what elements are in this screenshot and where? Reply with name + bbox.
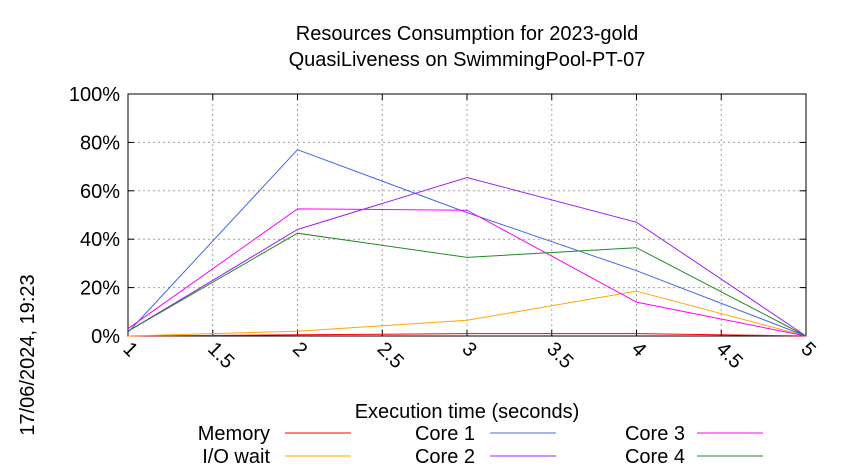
series-line-core-3: [127, 208, 807, 337]
y-tick-label: 40%: [80, 229, 120, 251]
legend-label: Memory: [198, 423, 270, 445]
y-tick-label: 20%: [80, 278, 120, 300]
x-axis-label: Execution time (seconds): [355, 401, 580, 423]
x-tick-label: 1: [118, 338, 141, 361]
y-tick-label: 80%: [80, 132, 120, 154]
legend-label: Core 3: [625, 423, 685, 445]
legend-label: Core 4: [625, 446, 685, 468]
x-tick-label: 5: [796, 338, 819, 361]
x-tick-label: 2.5: [373, 338, 408, 373]
series-line-core-4: [127, 232, 807, 337]
timestamp: 17/06/2024, 19:23: [17, 274, 39, 435]
x-tick-label: 1.5: [203, 338, 238, 373]
x-tick-label: 3: [457, 338, 480, 361]
legend-label: I/O wait: [202, 446, 270, 468]
y-tick-label: 0%: [91, 326, 120, 348]
series-line-core-1: [127, 149, 807, 337]
x-tick-label: 4: [627, 338, 650, 361]
x-axis: 1 1.5 2 2.5 3 3.5 4 4.5 5: [118, 94, 820, 373]
chart-title-line1: Resources Consumption for 2023-gold: [296, 23, 638, 45]
series-line-i-o-wait: [127, 290, 807, 337]
legend-label: Core 2: [415, 446, 475, 468]
x-tick-label: 3.5: [542, 338, 577, 373]
series-line-memory: [127, 333, 807, 337]
legend-label: Core 1: [415, 423, 475, 445]
grid-lines: [128, 94, 806, 336]
y-tick-label: 100%: [69, 84, 120, 106]
y-tick-label: 60%: [80, 181, 120, 203]
y-axis: 0% 20% 40% 60% 80% 100%: [69, 84, 806, 348]
series-lines: [127, 149, 807, 337]
chart-title-line2: QuasiLiveness on SwimmingPool-PT-07: [289, 49, 646, 71]
series-line-core-2: [127, 176, 807, 337]
x-tick-label: 2: [288, 338, 311, 361]
x-tick-label: 4.5: [712, 338, 747, 373]
